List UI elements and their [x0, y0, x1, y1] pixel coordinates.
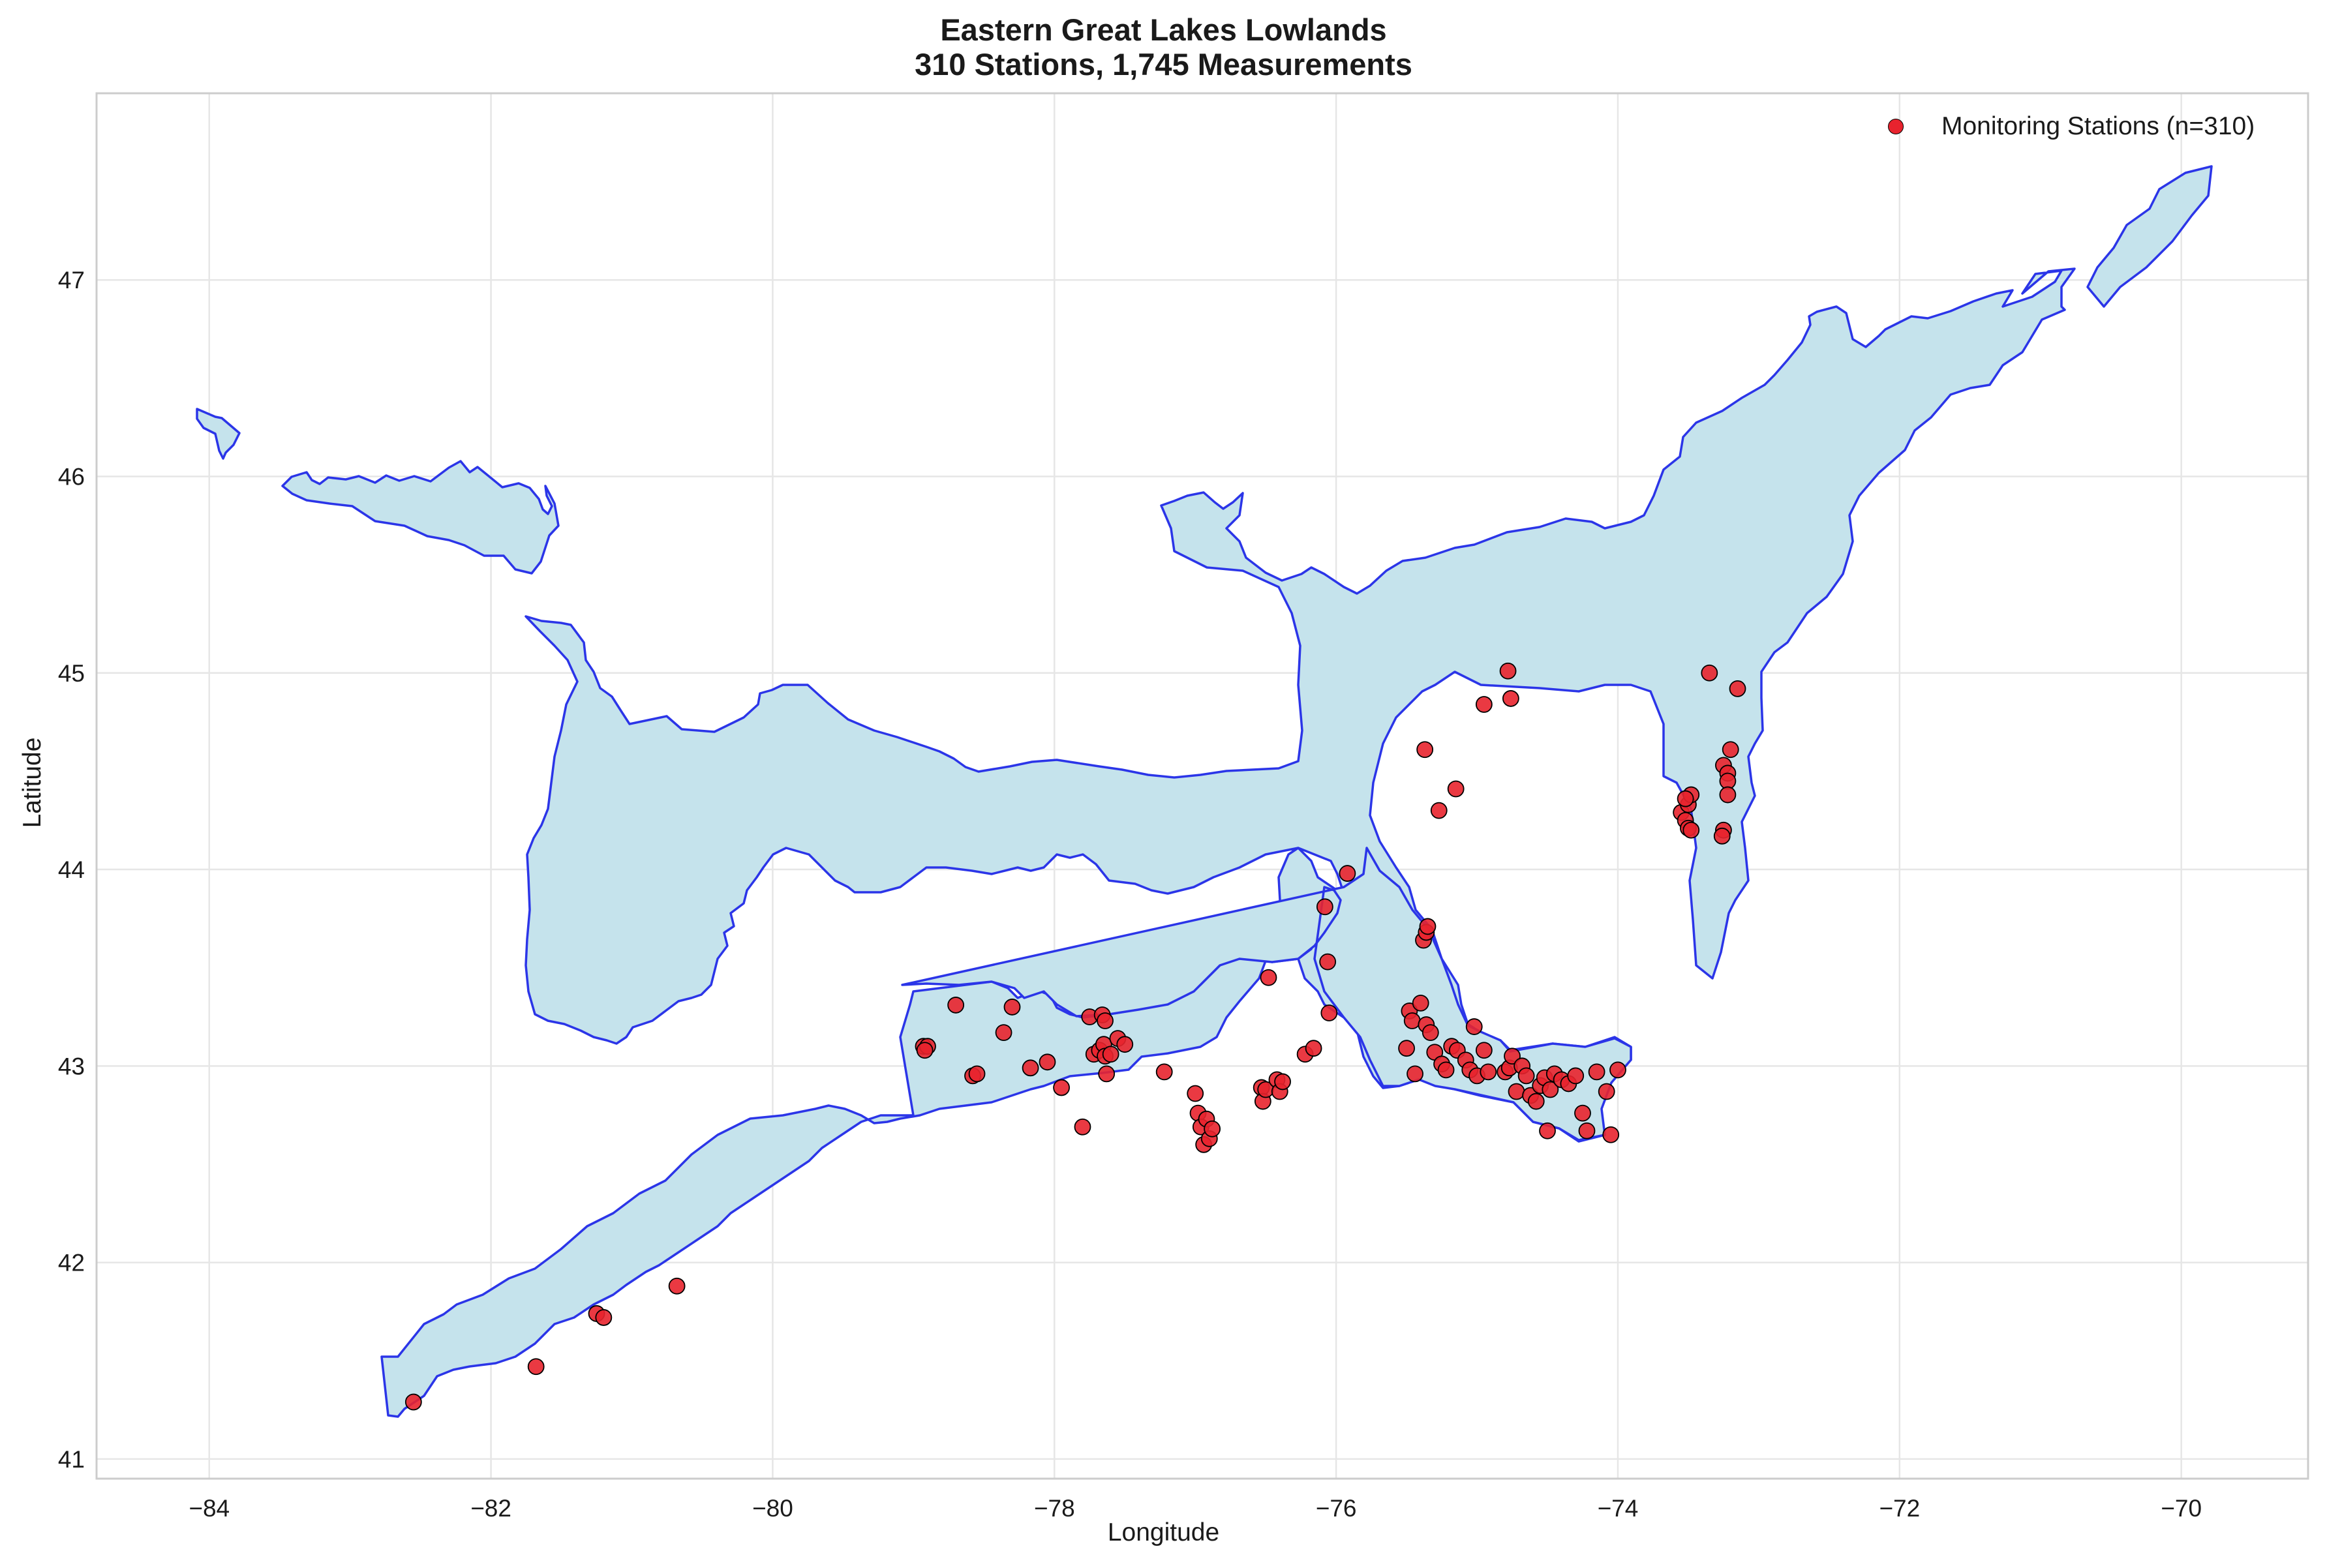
x-tick-label: −82	[470, 1495, 511, 1522]
station-point	[1116, 1036, 1134, 1053]
station-point	[1598, 1083, 1615, 1100]
station-point	[404, 1393, 422, 1411]
y-tick-label: 43	[58, 1053, 85, 1079]
station-point	[1398, 1040, 1415, 1057]
station-point	[1419, 918, 1437, 935]
legend-label: Monitoring Stations (n=310)	[1941, 112, 2255, 140]
station-point	[1499, 662, 1517, 680]
north-channel-shape	[196, 408, 241, 460]
georgian-bay-north-shape	[281, 460, 560, 575]
station-point	[668, 1277, 686, 1295]
station-point	[1682, 821, 1700, 839]
y-tick-label: 44	[58, 856, 85, 883]
station-point	[1339, 865, 1356, 882]
station-point	[1316, 898, 1333, 916]
station-point	[1098, 1065, 1116, 1083]
station-point	[1578, 1122, 1596, 1139]
station-point	[1677, 790, 1694, 807]
station-point	[1260, 969, 1277, 986]
station-point	[968, 1065, 986, 1083]
y-tick-label: 47	[58, 267, 85, 294]
station-point	[1502, 690, 1519, 707]
station-point	[1475, 1042, 1493, 1059]
station-point	[1609, 1061, 1626, 1079]
station-point	[1053, 1079, 1070, 1096]
station-point	[1403, 1012, 1421, 1029]
station-point	[1039, 1053, 1056, 1071]
x-tick-label: −84	[189, 1495, 230, 1522]
station-point	[1527, 1093, 1545, 1110]
station-point	[1508, 1083, 1525, 1100]
station-point	[1437, 1061, 1455, 1079]
station-point	[1412, 995, 1429, 1012]
station-point	[1430, 802, 1448, 819]
station-point	[1480, 1063, 1497, 1081]
station-point	[1517, 1067, 1535, 1085]
station-point	[1422, 1024, 1439, 1042]
station-point	[916, 1042, 934, 1059]
map-title: Eastern Great Lakes Lowlands	[940, 12, 1387, 47]
station-point	[1204, 1120, 1221, 1138]
station-point	[1475, 696, 1493, 713]
legend-marker-icon	[1888, 119, 1904, 134]
x-tick-label: −72	[1879, 1495, 1920, 1522]
st-lawrence-shape	[2086, 165, 2213, 308]
station-point	[1542, 1081, 1559, 1098]
y-tick-label: 42	[58, 1250, 85, 1276]
station-point	[1305, 1040, 1322, 1057]
station-point	[1102, 1046, 1119, 1063]
station-point	[595, 1309, 613, 1326]
y-tick-label: 46	[58, 463, 85, 490]
station-point	[1074, 1118, 1091, 1136]
station-point	[1574, 1104, 1591, 1122]
station-point	[1722, 741, 1739, 759]
station-point	[1447, 780, 1465, 798]
station-point	[1602, 1126, 1620, 1143]
map-subtitle: 310 Stations, 1,745 Measurements	[915, 47, 1412, 82]
station-point	[1539, 1122, 1556, 1139]
y-axis-label: Latitude	[18, 737, 46, 828]
station-point	[1320, 1004, 1338, 1021]
station-point	[1465, 1018, 1483, 1035]
station-point	[947, 997, 965, 1014]
station-point	[1719, 786, 1737, 804]
x-tick-label: −78	[1034, 1495, 1075, 1522]
station-point	[1097, 1012, 1114, 1029]
station-point	[527, 1358, 545, 1376]
x-tick-label: −70	[2161, 1495, 2202, 1522]
y-tick-label: 45	[58, 660, 85, 687]
station-point	[1003, 999, 1021, 1016]
x-axis-label: Longitude	[1107, 1518, 1220, 1546]
axes-frame	[95, 92, 2309, 1480]
station-point	[1319, 953, 1337, 971]
y-tick-label: 41	[58, 1446, 85, 1473]
station-point	[1416, 741, 1434, 759]
station-point	[1187, 1085, 1204, 1102]
station-point	[1588, 1063, 1605, 1081]
x-tick-label: −76	[1316, 1495, 1357, 1522]
station-point	[1567, 1067, 1585, 1085]
y-axis-ticks: 41 42 43 44 45 46 47	[58, 267, 85, 1473]
station-markers	[404, 662, 1746, 1411]
station-point	[1022, 1059, 1039, 1077]
station-point	[1713, 827, 1731, 845]
station-point	[995, 1024, 1012, 1042]
station-point	[1155, 1063, 1173, 1081]
x-tick-label: −74	[1598, 1495, 1639, 1522]
legend: Monitoring Stations (n=310)	[1879, 112, 2255, 141]
x-tick-label: −80	[752, 1495, 793, 1522]
x-axis-ticks: −84 −82 −80 −78 −76 −74 −72 −70	[189, 1495, 2202, 1522]
station-point	[1407, 1065, 1423, 1083]
station-point	[1729, 680, 1746, 697]
station-point	[1701, 664, 1718, 682]
station-point	[1274, 1073, 1291, 1091]
